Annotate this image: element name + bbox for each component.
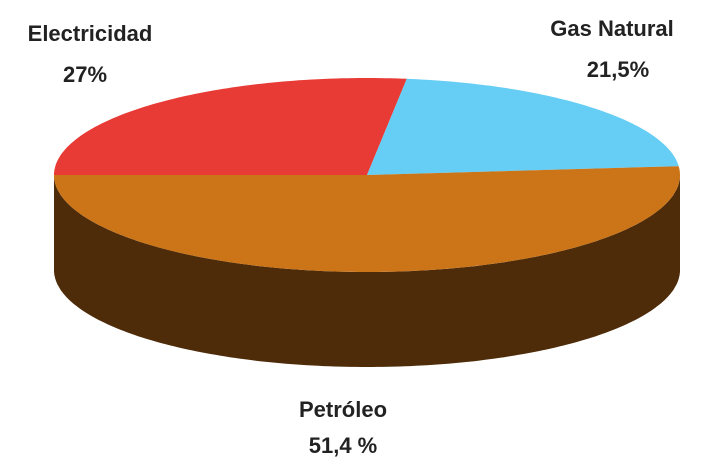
slice-side [54,175,680,367]
slice [367,78,679,175]
slice-value-label: 27% [63,62,107,87]
slice-label: Petróleo [299,397,387,422]
slice-label: Electricidad [28,21,153,46]
slice-value-label: 51,4 % [309,433,378,458]
slice-label: Gas Natural [550,16,674,41]
slice [54,166,680,272]
slice-value-label: 21,5% [587,57,649,82]
slice [54,78,407,175]
